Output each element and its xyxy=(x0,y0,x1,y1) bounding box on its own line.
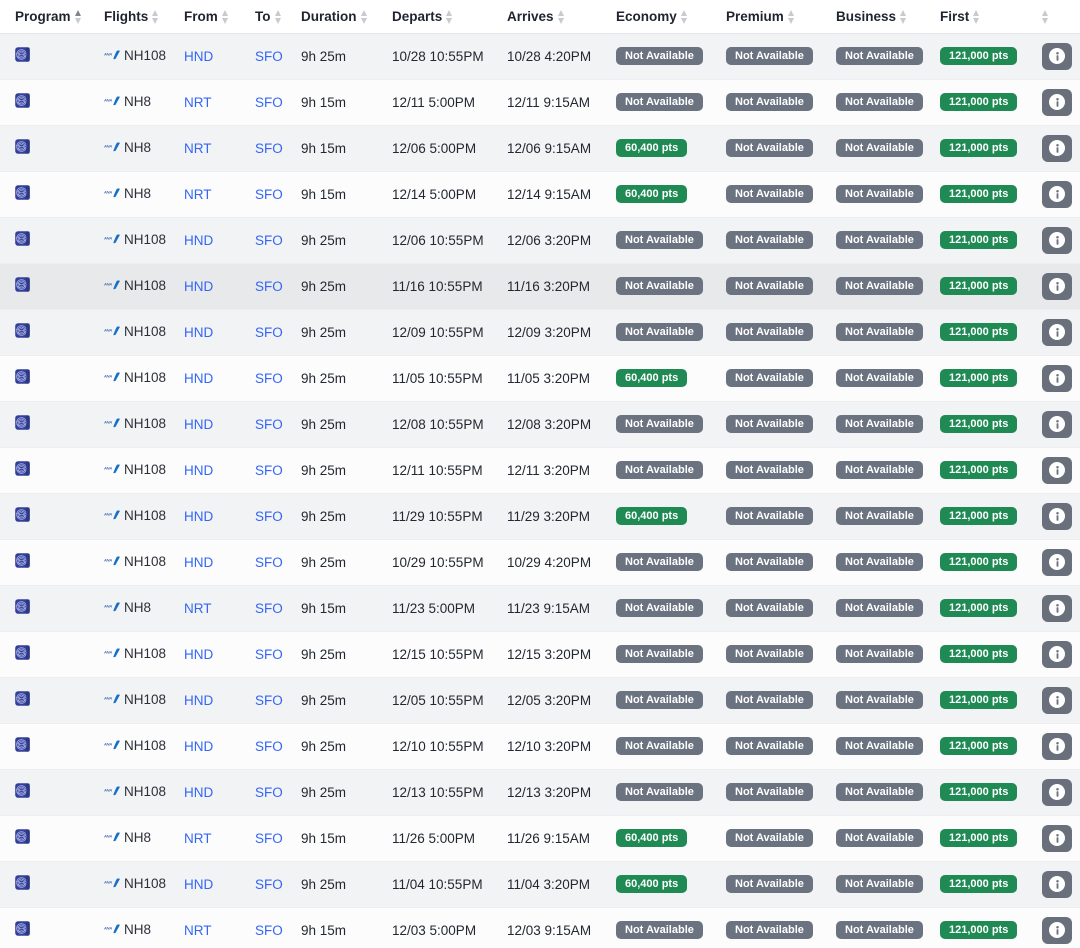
svg-text:ANA: ANA xyxy=(104,834,112,839)
svg-text:ANA: ANA xyxy=(104,512,112,517)
svg-text:ANA: ANA xyxy=(104,696,112,701)
svg-text:ANA: ANA xyxy=(104,236,112,241)
svg-text:ANA: ANA xyxy=(104,374,112,379)
svg-text:ANA: ANA xyxy=(104,420,112,425)
svg-text:ANA: ANA xyxy=(104,558,112,563)
svg-text:ANA: ANA xyxy=(104,604,112,609)
svg-text:ANA: ANA xyxy=(104,880,112,885)
svg-text:ANA: ANA xyxy=(104,926,112,931)
svg-text:ANA: ANA xyxy=(104,466,112,471)
svg-text:ANA: ANA xyxy=(104,144,112,149)
svg-text:ANA: ANA xyxy=(104,788,112,793)
svg-text:ANA: ANA xyxy=(104,282,112,287)
svg-text:ANA: ANA xyxy=(104,650,112,655)
svg-text:ANA: ANA xyxy=(104,98,112,103)
svg-text:ANA: ANA xyxy=(104,328,112,333)
svg-text:ANA: ANA xyxy=(104,190,112,195)
svg-text:ANA: ANA xyxy=(104,742,112,747)
svg-text:ANA: ANA xyxy=(104,52,112,57)
